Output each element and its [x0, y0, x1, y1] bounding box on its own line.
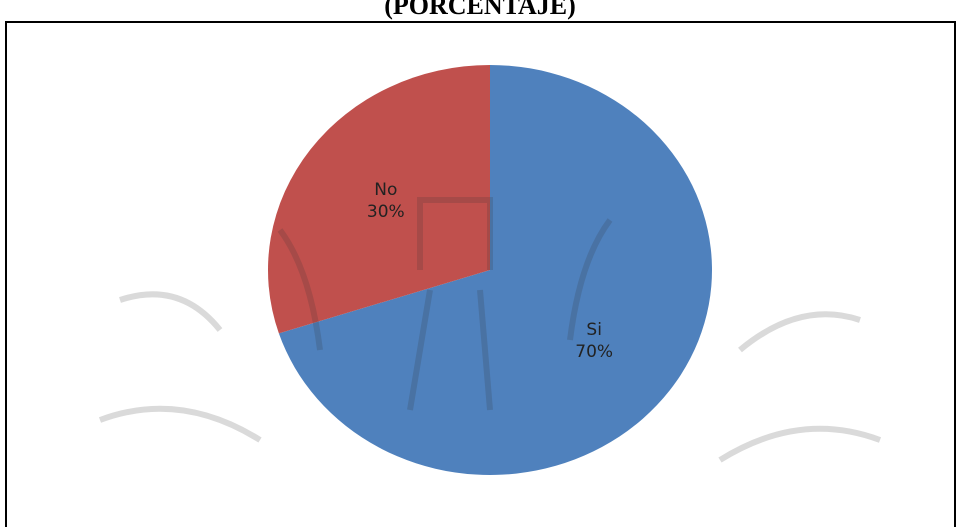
- slice-label: Si: [586, 320, 602, 340]
- slice-label: No: [374, 180, 397, 200]
- watermark: [98, 197, 882, 463]
- slice-value: 70%: [575, 342, 613, 362]
- pie-slice: [278, 65, 712, 476]
- chart-title: (PORCENTAJE): [384, 0, 576, 20]
- slice-value: 30%: [367, 202, 405, 222]
- pie-slice: [267, 65, 490, 334]
- title-bg: [390, 0, 570, 21]
